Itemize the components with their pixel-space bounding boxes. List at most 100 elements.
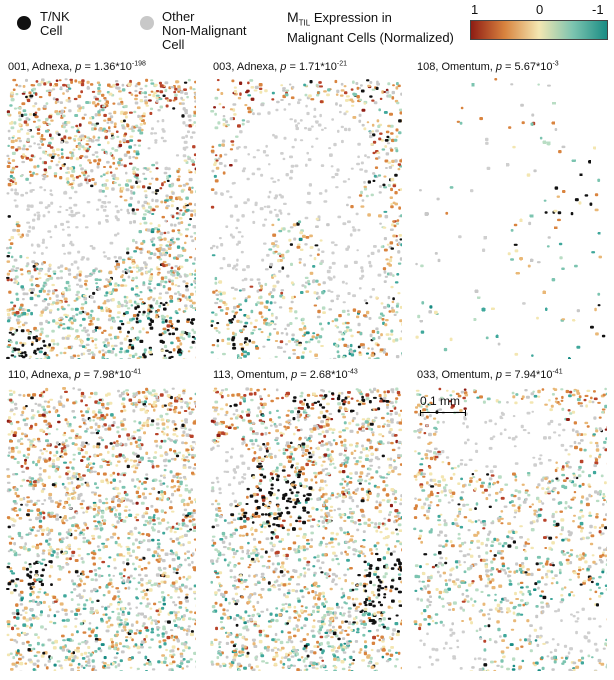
cell-mark	[217, 306, 222, 309]
cell-mark	[379, 312, 384, 316]
cell-mark	[28, 332, 32, 335]
tnk-legend-dot	[17, 16, 31, 30]
cell-mark	[129, 256, 133, 259]
cell-mark	[109, 241, 114, 245]
cell-mark	[51, 329, 55, 333]
cell-mark	[127, 330, 130, 334]
cell-mark	[244, 104, 248, 107]
cell-mark	[233, 332, 237, 337]
cell-mark	[485, 141, 489, 145]
cell-mark	[107, 129, 111, 133]
cell-mark	[135, 276, 138, 280]
cell-mark	[177, 175, 181, 178]
cell-mark	[186, 274, 189, 277]
cell-mark	[94, 104, 98, 108]
cell-mark	[420, 264, 424, 268]
cell-mark	[134, 89, 138, 93]
cell-mark	[134, 306, 138, 310]
cell-mark	[57, 210, 62, 214]
cell-mark	[229, 108, 233, 111]
cell-mark	[62, 83, 66, 87]
cell-mark	[232, 103, 237, 106]
cell-mark	[277, 259, 280, 263]
cell-mark	[85, 149, 89, 153]
cell-mark	[72, 213, 76, 217]
cell-mark	[181, 114, 185, 118]
cell-mark	[471, 83, 475, 87]
cell-mark	[184, 307, 188, 310]
cell-mark	[117, 284, 120, 287]
cell-mark	[190, 136, 194, 139]
cell-mark	[373, 174, 377, 178]
cell-mark	[70, 209, 74, 214]
cell-mark	[69, 167, 73, 170]
cell-mark	[28, 91, 32, 95]
cell-mark	[341, 337, 345, 341]
cell-mark	[7, 344, 12, 347]
cell-mark	[27, 336, 31, 340]
cell-mark	[310, 98, 315, 101]
cell-mark	[210, 188, 215, 191]
cell-mark	[385, 130, 390, 134]
cell-mark	[187, 169, 191, 172]
cell-mark	[173, 269, 177, 273]
cell-mark	[216, 344, 220, 348]
cell-mark	[98, 83, 101, 87]
cell-mark	[40, 327, 44, 331]
cell-mark	[66, 334, 71, 338]
cell-mark	[20, 273, 24, 276]
cell-mark	[178, 353, 182, 357]
cell-mark	[155, 167, 159, 170]
cell-mark	[142, 206, 146, 210]
cell-mark	[10, 354, 15, 357]
cell-mark	[365, 352, 369, 355]
cell-mark	[36, 128, 41, 131]
cell-mark	[94, 151, 99, 154]
cell-mark	[125, 171, 128, 175]
cell-mark	[388, 310, 392, 313]
cell-mark	[122, 260, 126, 264]
cell-mark	[396, 101, 400, 105]
cell-mark	[82, 174, 86, 177]
cell-mark	[255, 346, 260, 350]
cell-mark	[277, 179, 280, 182]
cell-mark	[155, 314, 159, 317]
cell-mark	[210, 320, 215, 323]
cell-mark	[271, 98, 275, 101]
cell-mark	[163, 171, 168, 175]
cell-mark	[385, 333, 390, 336]
cell-mark	[260, 173, 264, 177]
cell-mark	[78, 338, 83, 341]
cell-mark	[119, 195, 123, 198]
cell-mark	[77, 131, 81, 134]
cell-mark	[390, 187, 393, 192]
cell-mark	[136, 357, 140, 359]
cell-mark	[352, 308, 357, 312]
cell-mark	[182, 154, 187, 158]
cell-mark	[222, 171, 226, 175]
cell-mark	[95, 282, 98, 285]
cell-mark	[39, 333, 43, 336]
cell-mark	[530, 258, 534, 262]
cell-mark	[49, 133, 52, 137]
cell-mark	[30, 343, 34, 346]
cell-mark	[36, 284, 40, 288]
cell-mark	[150, 82, 155, 85]
cell-mark	[176, 319, 180, 323]
cell-mark	[90, 139, 95, 143]
cell-mark	[323, 127, 327, 130]
cell-mark	[215, 329, 219, 332]
cell-mark	[307, 282, 311, 286]
cell-mark	[42, 121, 46, 124]
cell-mark	[103, 97, 107, 100]
cell-mark	[63, 297, 68, 301]
cell-mark	[55, 299, 60, 302]
cell-mark	[125, 140, 130, 144]
cell-mark	[189, 235, 193, 238]
cell-mark	[159, 339, 164, 343]
cell-mark	[129, 79, 132, 84]
cell-mark	[290, 96, 295, 100]
cell-mark	[303, 333, 306, 336]
cell-mark	[381, 90, 385, 94]
cell-mark	[384, 145, 388, 148]
